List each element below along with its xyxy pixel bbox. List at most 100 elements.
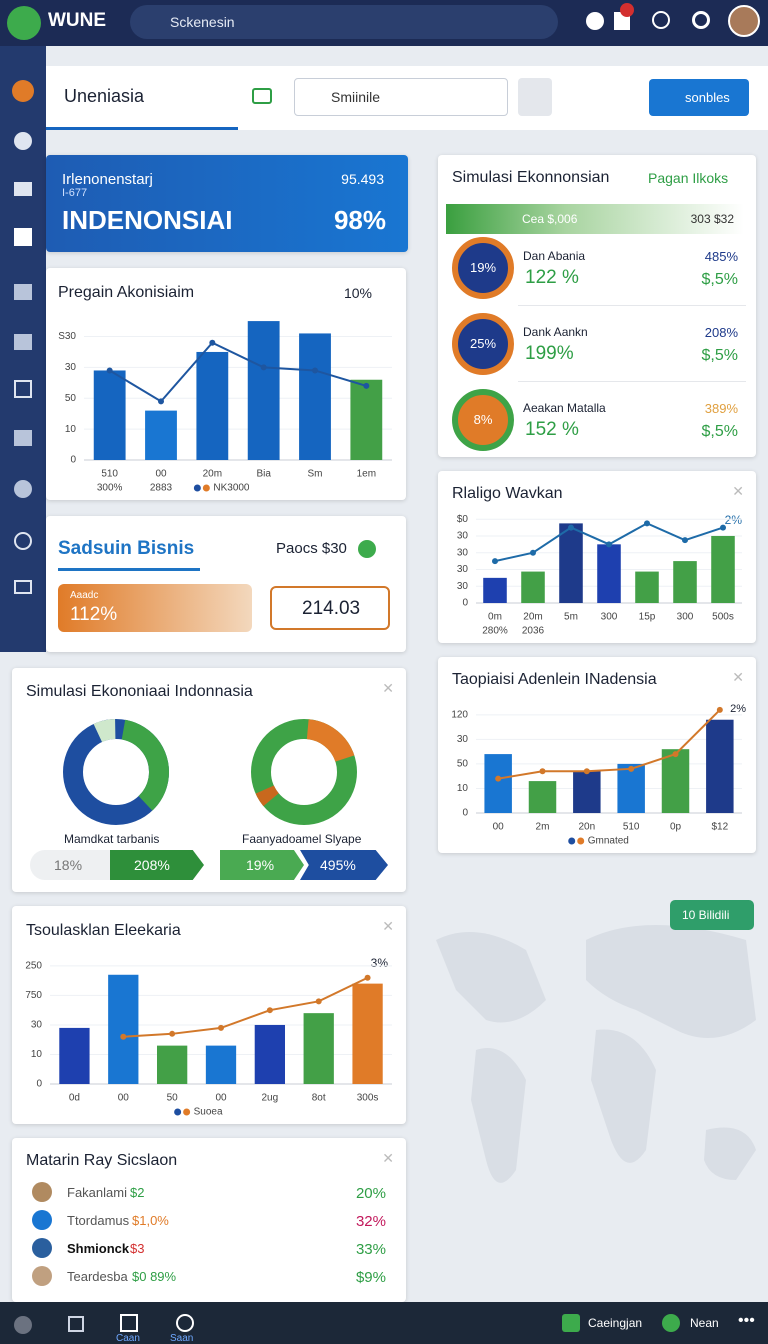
y-tick-label: 10 — [457, 783, 469, 794]
donut-graphics — [63, 719, 357, 825]
row-divider — [518, 381, 746, 382]
bar — [303, 1013, 334, 1084]
map-land — [586, 925, 756, 1038]
bar — [247, 321, 280, 460]
nav-icon — [14, 1316, 32, 1334]
y-tick-label: 30 — [65, 362, 77, 373]
line-point — [539, 768, 546, 775]
row-right-top: 208% — [704, 325, 738, 340]
settings-button[interactable] — [518, 78, 552, 116]
x-note: 280% — [482, 626, 508, 637]
x-tick-label: 5m — [564, 612, 578, 623]
bar — [93, 370, 126, 460]
row-percent: $9% — [355, 1269, 386, 1286]
row-divider — [518, 305, 746, 306]
hero-sublabel: I-677 — [62, 187, 88, 199]
close-icon[interactable]: ✕ — [382, 680, 394, 696]
menu-button[interactable] — [7, 6, 41, 40]
map-land — [591, 1029, 656, 1163]
legend-dot — [183, 1108, 191, 1116]
legend-dot — [568, 837, 576, 845]
chart-title: Taopiaisi Adenlein INadensia — [452, 671, 657, 688]
nav-icon — [120, 1314, 138, 1332]
y-tick-label: 50 — [457, 759, 469, 770]
x-tick-label: 300s — [357, 1093, 379, 1104]
icon — [586, 12, 604, 30]
bar — [299, 333, 331, 460]
row-icon — [32, 1210, 52, 1230]
business-card: Sadsuin Bisnis Paocs $30 Aaadc 112% 214.… — [46, 516, 406, 652]
legend-label: Suoea — [194, 1107, 223, 1118]
line-point — [363, 382, 370, 389]
bar — [352, 983, 383, 1084]
line-point — [606, 541, 612, 548]
chart-title: Pregain Akonisiaim — [58, 284, 195, 301]
hero-value: 95.493 — [341, 171, 384, 187]
row-name: Fakanlami — [67, 1185, 127, 1200]
close-icon[interactable]: ✕ — [382, 1150, 394, 1166]
row-amount: $0 89% — [132, 1269, 177, 1284]
header-icon — [252, 88, 272, 104]
close-icon[interactable]: ✕ — [732, 483, 744, 499]
line-point — [218, 1024, 224, 1031]
chart-badge: 3% — [370, 956, 388, 970]
ring-icon: 8% — [452, 389, 514, 451]
map-land — [436, 932, 546, 1023]
x-note: 300% — [97, 483, 123, 494]
row-right-bottom: $,5% — [701, 347, 738, 364]
row-percent: 32% — [355, 1213, 386, 1230]
bar-chart: 0 10 30 750 250 0d 00 50 00 2ug 8ot 300s Suoea — [25, 961, 392, 1118]
nav-icon — [562, 1314, 580, 1332]
donut-card: Simulasi Ekononiaai Indonnasia ✕ Mamdkat… — [12, 668, 406, 892]
bar — [528, 781, 557, 813]
x-tick-label: 50 — [167, 1093, 179, 1104]
header-title: Uneniasia — [64, 86, 145, 106]
row-name: Dan Abania — [523, 249, 586, 263]
bar — [673, 561, 697, 603]
y-tick-label: 30 — [457, 581, 469, 592]
nav-label[interactable]: Saan — [170, 1333, 194, 1344]
bar — [711, 535, 735, 603]
x-tick-label: 20m — [523, 612, 542, 623]
x-tick-label: 15p — [639, 612, 656, 623]
line-point — [583, 768, 590, 775]
simulation-card: Simulasi Ekonnonsian Pagan Ilkoks Cea $,… — [438, 155, 756, 457]
line-point — [720, 524, 726, 531]
line — [123, 976, 369, 1038]
bar — [483, 577, 507, 603]
search-box[interactable]: Sckenesin — [130, 5, 558, 39]
row-right-top: 485% — [704, 249, 738, 264]
row-value: 122 % — [525, 267, 579, 288]
nav-label[interactable]: Caan — [116, 1333, 140, 1344]
x-tick-label: 2ug — [262, 1093, 279, 1104]
header: Uneniasia Smiinile sonbles — [46, 66, 768, 130]
y-tick-label: 10 — [65, 424, 77, 435]
row-percent: 33% — [355, 1241, 386, 1258]
row-icon — [32, 1182, 52, 1202]
bar — [521, 571, 545, 603]
close-icon[interactable]: ✕ — [382, 918, 394, 934]
nav-action[interactable]: Caeingjan — [588, 1316, 643, 1330]
nav-action[interactable]: Nean — [690, 1316, 719, 1330]
x-tick-label: 20n — [578, 822, 595, 833]
avatar[interactable] — [728, 5, 760, 37]
row-right-bottom: $,5% — [701, 271, 738, 288]
simulation-link[interactable]: Pagan Ilkoks — [648, 170, 729, 186]
search-button[interactable]: sonbles — [649, 79, 749, 116]
legend-dot — [577, 837, 585, 845]
bar — [196, 351, 229, 460]
row-name: Teardesba — [67, 1269, 128, 1284]
close-icon[interactable]: ✕ — [732, 669, 744, 685]
row-amount: $1,0% — [132, 1213, 169, 1228]
line-point — [568, 524, 574, 531]
header-search[interactable]: Smiinile — [294, 78, 508, 116]
sidebar — [0, 46, 46, 652]
pill-left: 19% — [246, 857, 275, 873]
x-tick-label: 0m — [488, 612, 502, 623]
search-text: Sckenesin — [170, 14, 235, 30]
bottom-nav: Caan Saan Caeingjan Nean ••• — [0, 1302, 768, 1344]
row-icon — [32, 1238, 52, 1258]
y-tick-label: 30 — [31, 1020, 43, 1031]
y-tick-label: 30 — [457, 564, 469, 575]
